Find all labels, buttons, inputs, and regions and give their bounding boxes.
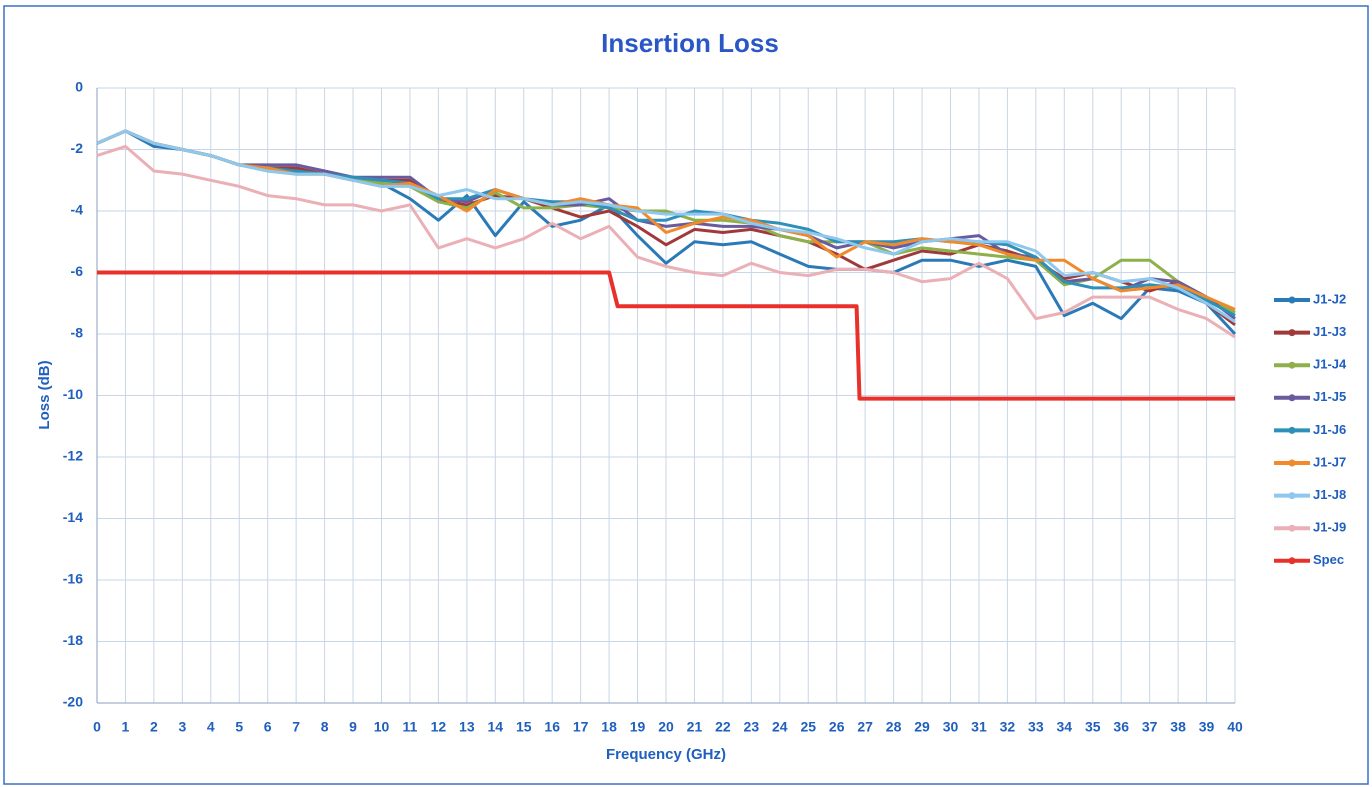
chart-title: Insertion Loss (601, 28, 779, 58)
x-tick-label: 28 (886, 719, 902, 735)
y-tick-label: -4 (71, 202, 84, 218)
x-tick-label: 40 (1227, 719, 1243, 735)
x-tick-label: 21 (687, 719, 703, 735)
legend-marker (1288, 492, 1296, 500)
x-tick-label: 14 (488, 719, 504, 735)
x-tick-label: 4 (207, 719, 215, 735)
x-tick-label: 9 (349, 719, 357, 735)
x-tick-label: 32 (1000, 719, 1016, 735)
x-tick-label: 6 (264, 719, 272, 735)
x-tick-label: 19 (630, 719, 646, 735)
x-tick-label: 17 (573, 719, 589, 735)
x-tick-label: 23 (744, 719, 760, 735)
x-tick-label: 16 (544, 719, 560, 735)
x-tick-label: 18 (601, 719, 617, 735)
legend-marker (1288, 394, 1296, 402)
x-tick-label: 27 (857, 719, 873, 735)
y-tick-label: -2 (71, 140, 84, 156)
y-tick-label: -16 (63, 571, 83, 587)
x-tick-label: 25 (800, 719, 816, 735)
x-tick-label: 36 (1113, 719, 1129, 735)
legend-label: J1-J7 (1313, 454, 1346, 469)
x-tick-label: 12 (431, 719, 447, 735)
x-tick-label: 33 (1028, 719, 1044, 735)
y-tick-label: -20 (63, 694, 83, 710)
y-tick-label: 0 (75, 79, 83, 95)
y-axis-label: Loss (dB) (36, 360, 53, 429)
y-tick-label: -10 (63, 386, 83, 402)
x-tick-label: 2 (150, 719, 158, 735)
x-tick-label: 39 (1199, 719, 1215, 735)
x-tick-label: 0 (93, 719, 101, 735)
legend-marker (1288, 524, 1296, 532)
x-tick-label: 26 (829, 719, 845, 735)
series-line (97, 270, 1235, 401)
x-tick-label: 5 (235, 719, 243, 735)
x-tick-label: 37 (1142, 719, 1158, 735)
x-tick-label: 38 (1170, 719, 1186, 735)
legend-marker (1288, 361, 1296, 369)
legend-label: J1-J5 (1313, 389, 1346, 404)
x-axis-label: Frequency (GHz) (606, 746, 726, 763)
x-tick-label: 24 (772, 719, 788, 735)
x-tick-label: 31 (971, 719, 987, 735)
x-tick-label: 22 (715, 719, 731, 735)
x-tick-label: 10 (374, 719, 390, 735)
x-tick-label: 29 (914, 719, 930, 735)
legend-label: J1-J9 (1313, 520, 1346, 535)
x-tick-label: 13 (459, 719, 475, 735)
x-tick-label: 3 (178, 719, 186, 735)
x-tick-label: 30 (943, 719, 959, 735)
legend-label: J1-J4 (1313, 357, 1347, 372)
y-tick-label: -18 (63, 632, 83, 648)
x-tick-label: 35 (1085, 719, 1101, 735)
x-tick-label: 15 (516, 719, 532, 735)
legend-label: J1-J8 (1313, 487, 1346, 502)
y-tick-label: -14 (63, 509, 83, 525)
y-tick-label: -6 (71, 263, 84, 279)
series-line (96, 129, 1236, 323)
x-tick-label: 11 (403, 719, 418, 735)
x-tick-label: 1 (122, 719, 130, 735)
x-tick-label: 20 (658, 719, 674, 735)
legend-label: Spec (1313, 552, 1344, 567)
series-line (96, 129, 1236, 317)
x-tick-label: 34 (1057, 719, 1073, 735)
legend-marker (1288, 459, 1296, 467)
series-line (96, 144, 1236, 339)
x-tick-label: 7 (292, 719, 300, 735)
legend-marker (1288, 296, 1296, 304)
legend-marker (1288, 329, 1296, 337)
x-tick-label: 8 (321, 719, 329, 735)
legend-label: J1-J6 (1313, 422, 1346, 437)
legend-marker (1288, 557, 1296, 565)
legend-label: J1-J3 (1313, 324, 1346, 339)
y-tick-label: -12 (63, 448, 83, 464)
legend-marker (1288, 426, 1296, 434)
legend-label: J1-J2 (1313, 291, 1346, 306)
y-tick-label: -8 (71, 325, 84, 341)
